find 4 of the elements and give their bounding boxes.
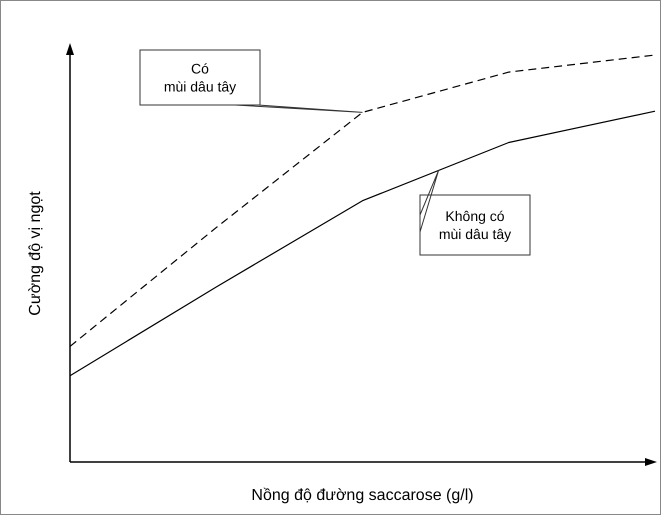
y-axis-title: Cường độ vị ngọt — [27, 190, 44, 316]
text: Có mùi dâu tây — [164, 60, 236, 94]
text: Không có mùi dâu tây — [438, 208, 512, 242]
x-axis-title: Nồng độ đường saccarose (g/l) — [251, 487, 474, 504]
